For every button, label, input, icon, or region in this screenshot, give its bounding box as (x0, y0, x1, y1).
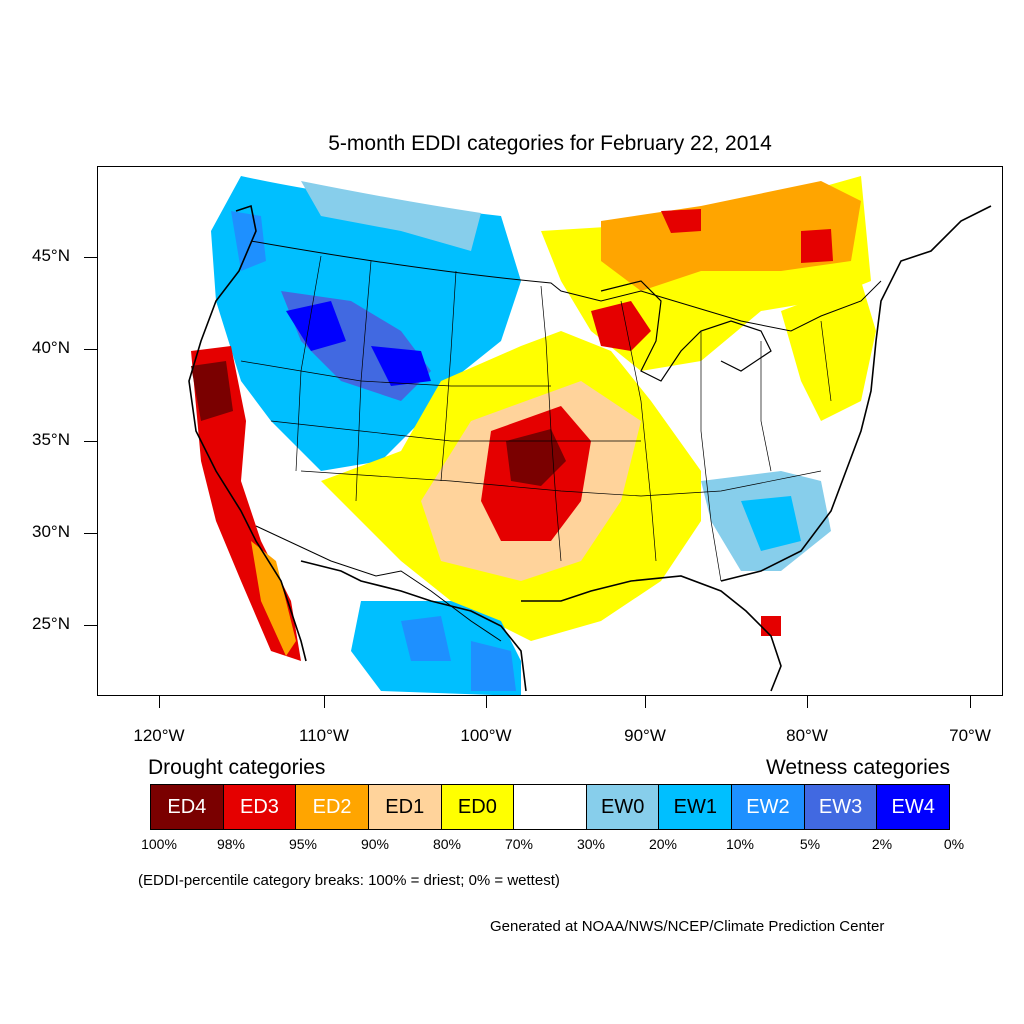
great-lakes (600, 280, 772, 382)
legend-label-ew4: EW4 (891, 795, 935, 818)
lat-label-30: 30°N (32, 522, 70, 541)
break-label-2: 2% (871, 836, 893, 852)
lat-label-40: 40°N (32, 338, 70, 357)
legend-swatch-ed2: ED2 (296, 785, 369, 829)
region-wisconsin-drought (591, 301, 651, 351)
legend-label-ed2: ED2 (312, 795, 352, 818)
legend-label-ew2: EW2 (746, 795, 790, 818)
region-washington-wet (231, 211, 266, 271)
lon-label-80: 80°W (786, 726, 828, 745)
legend-label-ed4: ED4 (167, 795, 207, 818)
legend-label-ew1: EW1 (673, 795, 717, 818)
lon-tick-70 (970, 696, 971, 708)
region-wyoming-wet (286, 301, 431, 386)
legend-label-ed3: ED3 (240, 795, 279, 818)
break-label-98: 98% (216, 836, 246, 852)
break-label-80: 80% (432, 836, 462, 852)
lat-tick-40 (84, 349, 97, 350)
conus-outline (188, 204, 992, 692)
chart-title: 5-month EDDI categories for February 22,… (328, 132, 772, 155)
region-texas-mexico-core (401, 616, 516, 691)
lon-label-120: 120°W (133, 726, 185, 745)
lon-label-110: 110°W (299, 726, 349, 745)
lon-tick-100 (486, 696, 487, 708)
region-ontario-drought (601, 181, 861, 291)
canada-border (250, 240, 882, 332)
lat-tick-45 (84, 257, 97, 258)
lon-tick-120 (159, 696, 160, 708)
map-area (97, 166, 1003, 696)
break-label-100: 100% (141, 836, 177, 852)
legend-swatch-ed1: ED1 (368, 785, 442, 829)
break-label-5: 5% (799, 836, 821, 852)
region-northwest-light (301, 181, 481, 251)
break-label-95: 95% (288, 836, 318, 852)
region-california-core-drought (191, 361, 233, 421)
lat-tick-25 (84, 625, 97, 626)
legend-swatch-ew3: EW3 (804, 785, 878, 829)
break-label-90: 90% (360, 836, 390, 852)
lon-label-70: 70°W (949, 726, 991, 745)
legend-swatch-ew4: EW4 (877, 785, 950, 829)
lat-label-25: 25°N (32, 614, 70, 633)
break-label-20: 20% (648, 836, 678, 852)
legend-label-ed0: ED0 (457, 795, 497, 818)
lat-label-45: 45°N (32, 246, 70, 265)
legend-swatch-ed4: ED4 (151, 785, 224, 829)
legend-swatch-ed3: ED3 (223, 785, 297, 829)
legend-swatch-ew1: EW1 (659, 785, 733, 829)
wetness-categories-heading: Wetness categories (765, 756, 950, 779)
lon-label-100: 100°W (460, 726, 512, 745)
lon-tick-90 (645, 696, 646, 708)
region-southeast-core (741, 496, 801, 551)
state-borders (240, 255, 832, 582)
mexico-border (255, 525, 502, 642)
break-label-10: 10% (725, 836, 755, 852)
lon-label-90: 90°W (624, 726, 666, 745)
legend-label-ew3: EW3 (818, 795, 863, 818)
legend-swatch-neutral (514, 785, 587, 829)
legend-label-ed1: ED1 (385, 795, 425, 818)
drought-categories-heading: Drought categories (148, 756, 326, 779)
lat-label-35: 35°N (32, 430, 70, 449)
lat-tick-35 (84, 441, 97, 442)
legend-colorbar: ED4 ED3 ED2 ED1 ED0 EW0 EW1 EW2 EW3 EW4 (150, 784, 950, 830)
break-label-30: 30% (576, 836, 606, 852)
lat-tick-30 (84, 533, 97, 534)
region-kansas-core-drought (506, 429, 566, 486)
region-florida-drought (761, 616, 781, 636)
category-note: (EDDI-percentile category breaks: 100% =… (138, 872, 560, 889)
region-northeast-dry (781, 281, 876, 421)
legend-label-ew0: EW0 (600, 795, 645, 818)
region-ontario-core (661, 209, 833, 263)
legend-swatch-ew2: EW2 (732, 785, 805, 829)
break-label-0: 0% (943, 836, 965, 852)
map-canvas (188, 169, 992, 695)
break-label-70: 70% (504, 836, 534, 852)
lon-tick-80 (807, 696, 808, 708)
lon-tick-110 (324, 696, 325, 708)
legend-swatch-ew0: EW0 (586, 785, 660, 829)
credit-line: Generated at NOAA/NWS/NCEP/Climate Predi… (490, 918, 885, 935)
region-baja-edge (251, 541, 296, 656)
legend-swatch-ed0: ED0 (441, 785, 515, 829)
